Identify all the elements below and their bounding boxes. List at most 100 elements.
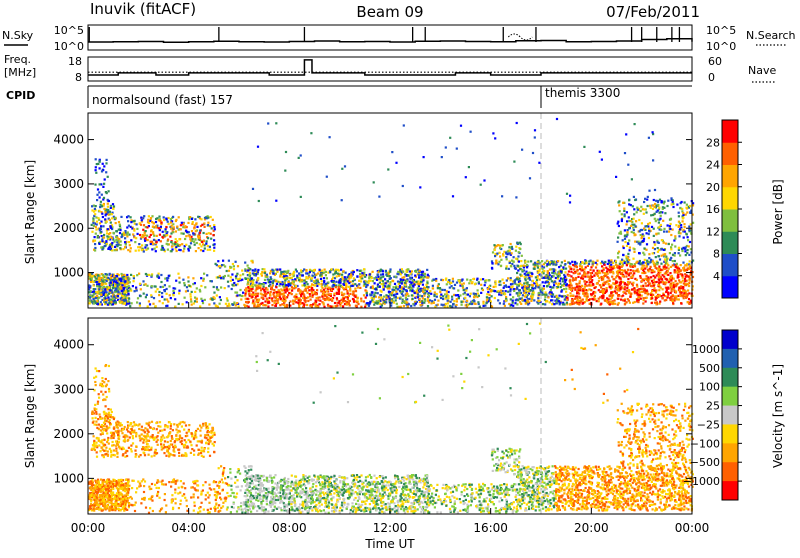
- power-cell: [104, 283, 106, 285]
- power-cell: [228, 285, 230, 287]
- power-cell: [619, 263, 621, 265]
- power-cell: [322, 302, 324, 304]
- power-cell: [666, 287, 668, 289]
- power-cell: [571, 261, 573, 263]
- power-cell: [419, 283, 421, 285]
- power-cell: [140, 295, 142, 297]
- power-cell: [111, 242, 113, 244]
- power-cell: [655, 256, 657, 258]
- power-cell: [624, 303, 626, 305]
- power-cell: [686, 296, 688, 298]
- power-cell: [660, 215, 662, 217]
- power-cell: [283, 275, 285, 277]
- power-cell: [405, 297, 407, 299]
- power-cell: [341, 294, 343, 296]
- power-cell: [528, 272, 530, 274]
- power-cell: [103, 208, 105, 210]
- power-cell: [95, 172, 97, 174]
- power-cell: [469, 303, 471, 305]
- power-cell: [199, 289, 201, 291]
- power-cell: [678, 287, 680, 289]
- power-cell: [523, 265, 525, 267]
- power-cell: [519, 248, 521, 250]
- power-cell: [166, 277, 168, 279]
- power-cell: [622, 275, 624, 277]
- power-cell: [319, 296, 321, 298]
- power-cell: [564, 299, 566, 301]
- power-cell: [127, 249, 129, 251]
- power-cell: [689, 211, 691, 213]
- power-cell: [660, 224, 662, 226]
- power-cell: [679, 228, 681, 230]
- power-cell: [490, 290, 492, 292]
- power-cell: [305, 281, 307, 283]
- power-cell: [568, 270, 570, 272]
- power-cell: [244, 277, 246, 279]
- power-cell: [385, 294, 387, 296]
- power-cell: [671, 297, 673, 299]
- power-cell: [455, 294, 457, 296]
- power-cell: [214, 243, 216, 245]
- power-cell: [187, 276, 189, 278]
- power-cell: [550, 277, 552, 279]
- power-cell: [543, 270, 545, 272]
- power-cell: [639, 243, 641, 245]
- power-cell: [145, 237, 147, 239]
- power-cell: [630, 272, 632, 274]
- power-cell: [670, 292, 672, 294]
- power-cell: [686, 274, 688, 276]
- power-cell: [372, 301, 374, 303]
- power-cell: [314, 284, 316, 286]
- power-cell: [496, 253, 498, 255]
- power-cell: [615, 288, 617, 290]
- power-cell: [555, 282, 557, 284]
- power-cell: [171, 225, 173, 227]
- power-cell: [247, 265, 249, 267]
- power-cell: [353, 290, 355, 292]
- power-cell: [136, 301, 138, 303]
- power-cell: [363, 294, 365, 296]
- power-cell: [111, 284, 113, 286]
- nsearch-label: N.Search: [746, 29, 796, 42]
- power-cell: [95, 166, 97, 168]
- power-cell: [488, 286, 490, 288]
- power-cell: [427, 298, 429, 300]
- power-cell: [660, 287, 662, 289]
- power-cell: [617, 237, 619, 239]
- power-cell: [182, 279, 184, 281]
- power-cell: [251, 288, 253, 290]
- power-cell: [108, 190, 110, 192]
- power-cell: [338, 269, 340, 271]
- power-cell: [124, 280, 126, 282]
- power-cell: [557, 297, 559, 299]
- power-cell: [114, 285, 116, 287]
- power-cell: [200, 249, 202, 251]
- power-cell: [209, 225, 211, 227]
- power-cell: [419, 298, 421, 300]
- power-cell: [532, 293, 534, 295]
- power-cell: [682, 217, 684, 219]
- power-cell: [163, 216, 165, 218]
- power-cell: [591, 276, 593, 278]
- power-cell: [148, 300, 150, 302]
- power-cell: [570, 271, 572, 273]
- power-cell: [588, 284, 590, 286]
- power-cell: [118, 238, 120, 240]
- power-cell: [682, 286, 684, 288]
- power-cell: [196, 242, 198, 244]
- power-cell: [323, 277, 325, 279]
- power-cell: [636, 269, 638, 271]
- power-cell: [646, 289, 648, 291]
- power-cell: [378, 296, 380, 298]
- power-cell: [152, 303, 154, 305]
- power-cell: [635, 220, 637, 222]
- power-cell: [624, 288, 626, 290]
- power-cell: [341, 299, 343, 301]
- power-cell: [672, 264, 674, 266]
- date-title: 07/Feb/2011: [606, 3, 700, 21]
- power-cell: [417, 293, 419, 295]
- power-cell: [558, 300, 560, 302]
- power-cell: [207, 217, 209, 219]
- power-cell: [633, 265, 635, 267]
- power-cell: [602, 296, 604, 298]
